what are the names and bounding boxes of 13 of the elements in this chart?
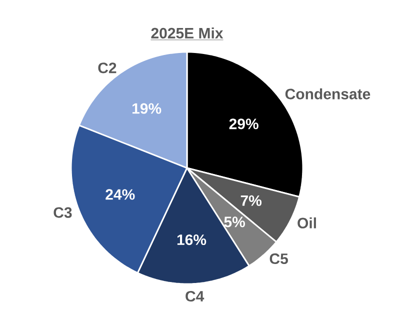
slice-label: Condensate — [285, 88, 370, 100]
data-label: 16% — [177, 234, 206, 246]
slice-label: C4 — [186, 290, 204, 302]
slice-label: C3 — [54, 207, 72, 218]
data-label: 7% — [240, 195, 262, 206]
slice-label: C2 — [98, 62, 116, 74]
data-label: 5% — [224, 216, 245, 228]
chart-title: 2025E Mix — [151, 27, 224, 38]
data-label: 19% — [132, 103, 162, 114]
slice-label: Oil — [298, 217, 316, 228]
data-label: 24% — [106, 189, 135, 200]
slice-label: C5 — [270, 253, 288, 264]
data-label: 29% — [229, 118, 258, 130]
